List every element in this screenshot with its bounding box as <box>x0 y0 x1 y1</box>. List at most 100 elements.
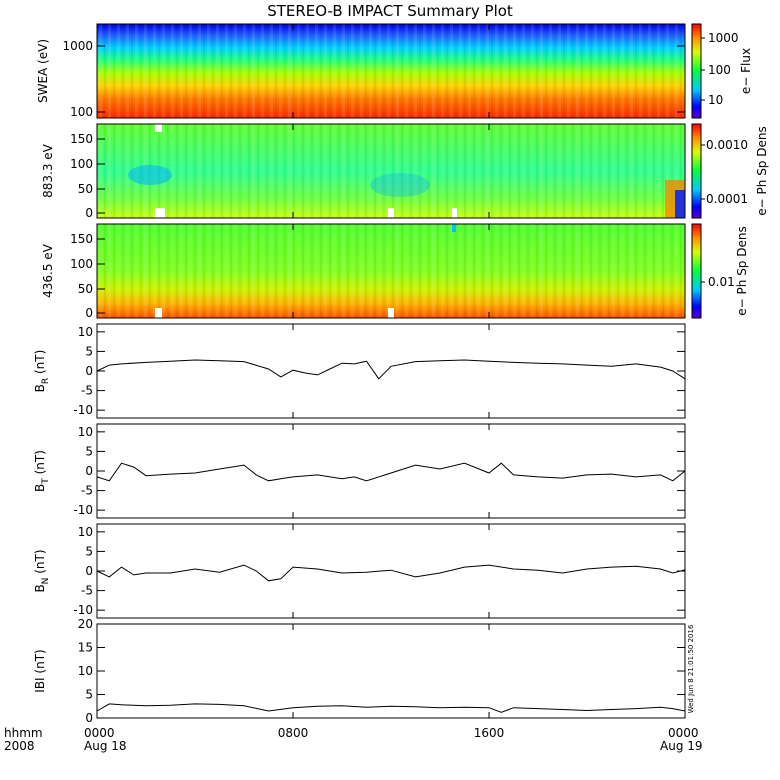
bn-ytick-label: 0 <box>85 564 93 578</box>
pa883-ylabel: 883.3 eV <box>41 143 55 198</box>
swea-colorbar <box>691 23 702 119</box>
pa436-colorbar-label: e− Ph Sp Dens <box>735 226 749 315</box>
swea-colorbar-tick-label: 10 <box>708 93 723 107</box>
pa883-colorbar-label: e− Ph Sp Dens <box>755 126 769 215</box>
bt-ytick-label: -10 <box>73 503 93 517</box>
pa883-frame <box>96 123 686 219</box>
pa436-y-tickmarks <box>97 238 105 314</box>
swea-colorbar-ticks <box>701 37 705 101</box>
panel-bmag: 20 15 10 5 0 IBI (nT) <box>33 617 686 725</box>
pa883-ytick-label: 150 <box>70 132 93 146</box>
time-axis: hhmm 2008 0000 Aug 18 0800 1600 0000 Aug… <box>4 726 703 753</box>
bmag-ytick-label: 10 <box>78 664 93 678</box>
pa436-frame <box>96 223 686 319</box>
swea-x-tickmarks <box>292 24 490 118</box>
bn-ylabel: BN (nT) <box>33 549 51 592</box>
br-ytick-label: -10 <box>73 403 93 417</box>
pa436-ytick-label: 0 <box>85 306 93 320</box>
pa883-data-gap <box>388 208 394 218</box>
bt-ytick-label: 5 <box>85 444 93 458</box>
bt-ytick-label: 10 <box>78 425 93 439</box>
time-tick-date: Aug 19 <box>660 739 703 753</box>
pa883-blue-patch <box>370 173 430 197</box>
bn-ytick-label: 10 <box>78 525 93 539</box>
br-ylabel: BR (nT) <box>33 350 51 393</box>
panel-pa-883: 150 100 50 0 883.3 eV 0.0010 0.0001 e− P… <box>41 123 769 220</box>
panel-bt: 10 5 0 -5 -10 BT (nT) <box>33 423 686 519</box>
pa436-ytick-label: 50 <box>78 282 93 296</box>
time-axis-hhmm-label: hhmm <box>4 726 43 740</box>
br-frame <box>96 323 686 419</box>
pa436-x-tickmarks <box>292 224 490 318</box>
swea-ytick-label: 100 <box>70 105 93 119</box>
bn-ytick-label: -5 <box>81 584 93 598</box>
bn-ytick-label: -10 <box>73 603 93 617</box>
bt-ytick-label: 0 <box>85 464 93 478</box>
pa436-colorbar-tick-label: 0.01 <box>708 275 735 289</box>
pa883-ytick-label: 50 <box>78 182 93 196</box>
panel-br: 10 5 0 -5 -10 BR (nT) <box>33 323 686 419</box>
bmag-series-line <box>96 703 686 713</box>
swea-ytick-label: 1000 <box>62 39 93 53</box>
time-tick-date: Aug 18 <box>84 739 127 753</box>
swea-colorbar-label: e− Flux <box>739 48 753 94</box>
pa883-ytick-label: 0 <box>85 206 93 220</box>
bt-series-line <box>96 462 686 482</box>
br-ytick-label: 10 <box>78 325 93 339</box>
pa883-y-tickmarks <box>97 138 105 214</box>
pa883-colorbar <box>691 123 702 219</box>
panel-bn: 10 5 0 -5 -10 BN (nT) <box>33 523 686 619</box>
pa883-blue-patch <box>128 165 172 185</box>
bmag-ylabel: IBI (nT) <box>33 649 47 692</box>
pa436-ytick-label: 150 <box>70 232 93 246</box>
pa436-data-gap <box>155 308 162 318</box>
br-series-line <box>96 359 686 380</box>
time-tick-label: 0800 <box>278 726 309 740</box>
time-tick-label: 0000 <box>668 726 699 740</box>
time-tick-label: 1600 <box>474 726 505 740</box>
bn-series-line <box>96 564 686 582</box>
swea-colorbar-tick-label: 1000 <box>708 31 739 45</box>
plot-title: STEREO-B IMPACT Summary Plot <box>267 2 513 20</box>
line-panels: 10 5 0 -5 -10 BR (nT) 10 5 0 -5 -10 BT (nT) 10 5 0 -5 -1… <box>33 323 686 725</box>
pa883-data-gap <box>155 208 165 218</box>
panel-pa-436: 150 100 50 0 436.5 eV 0.01 e− Ph Sp Dens <box>41 223 749 320</box>
br-ytick-label: 5 <box>85 344 93 358</box>
panel-swea: 1000 100 SWEA (eV) 1000 100 10 e− Flux <box>36 23 753 119</box>
br-ytick-label: -5 <box>81 384 93 398</box>
pa883-colorbar-tick-label: 0.0001 <box>706 192 748 206</box>
pa436-data-gap <box>388 308 394 318</box>
pa883-data-gap <box>452 208 457 218</box>
bt-frame <box>96 423 686 519</box>
bmag-ytick-label: 5 <box>85 688 93 702</box>
bmag-ytick-label: 0 <box>85 711 93 725</box>
pa883-streaks <box>97 124 685 218</box>
pa883-colorbar-tick-label: 0.0010 <box>706 138 748 152</box>
pa436-ytick-label: 100 <box>70 257 93 271</box>
pa883-x-tickmarks <box>292 124 490 218</box>
br-ytick-label: 0 <box>85 364 93 378</box>
swea-y-tickmarks <box>97 45 685 113</box>
swea-ylabel: SWEA (eV) <box>36 39 50 103</box>
bt-ytick-label: -5 <box>81 484 93 498</box>
generation-timestamp: Wed Jun 8 21:01:50 2016 <box>687 624 695 713</box>
pa436-streaks <box>97 224 685 318</box>
time-tick-label: 0000 <box>84 726 115 740</box>
pa883-ytick-label: 100 <box>70 157 93 171</box>
pa436-ylabel: 436.5 eV <box>41 243 55 298</box>
bt-ylabel: BT (nT) <box>33 450 51 492</box>
pa883-data-gap <box>155 124 162 132</box>
pa436-data-gap <box>452 224 456 232</box>
swea-colorbar-tick-label: 100 <box>708 63 731 77</box>
bmag-frame <box>96 623 686 719</box>
pa883-colorbar-ticks <box>701 144 705 200</box>
swea-frame <box>96 23 686 119</box>
swea-streaks <box>97 24 685 118</box>
time-axis-year-label: 2008 <box>4 739 35 753</box>
bmag-ytick-label: 15 <box>78 641 93 655</box>
bn-ytick-label: 5 <box>85 544 93 558</box>
pa883-blue-edge <box>675 190 685 218</box>
bmag-ytick-label: 20 <box>78 617 93 631</box>
pa436-colorbar <box>691 223 702 319</box>
